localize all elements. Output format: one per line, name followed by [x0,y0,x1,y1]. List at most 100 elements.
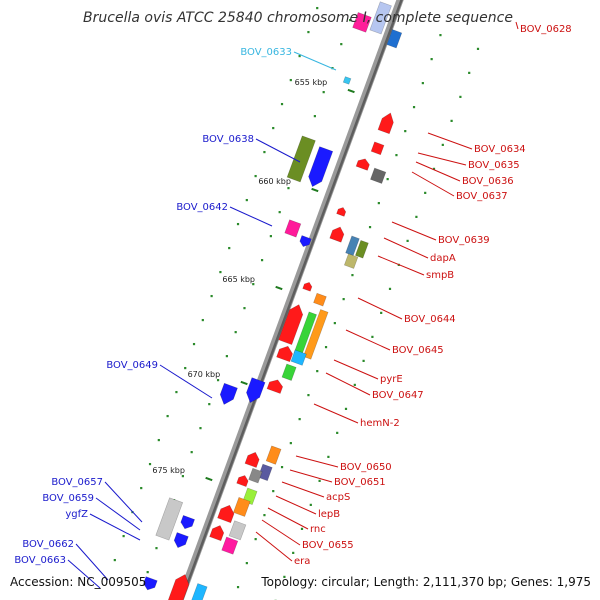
track-dot [201,318,204,322]
track-dot [415,215,418,218]
track-dot [280,102,284,106]
gene-label-right: BOV_0655 [302,540,354,551]
gene-label-right: BOV_0636 [462,176,514,187]
track-dot [307,394,310,397]
gene-feature [266,379,284,394]
label-connector [267,507,309,530]
gene-feature [209,525,225,542]
track-dot [468,71,471,74]
gene-label-right: lepB [318,509,340,520]
gene-feature [233,496,251,517]
tick-mark [275,285,283,291]
track-dot [287,187,290,190]
track-dot [254,174,257,178]
track-dot [243,307,246,310]
track-dot [322,91,325,94]
track-dot [236,222,240,226]
gene-label-right: BOV_0637 [456,191,508,202]
backbone-shadow [180,0,403,600]
track-dot [272,490,275,493]
track-dot [309,503,312,506]
gene-feature [313,292,327,307]
track-dot [245,198,248,202]
gene-label-right: dapA [430,253,456,264]
label-connector [104,481,143,523]
track-dot [324,346,328,349]
track-dot [272,126,275,130]
track-dot [316,6,319,10]
label-connector [281,481,325,498]
gene-feature [370,141,385,156]
gene-feature [219,382,238,405]
gene-label-left: BOV_0657 [51,477,103,488]
track-dot [236,586,240,589]
accession-text: Accession: NC_009505 [10,575,146,589]
label-connector [89,513,141,541]
track-dot [450,119,453,122]
label-connector [325,372,371,396]
gene-feature [281,363,297,381]
label-connector [377,255,425,276]
gene-feature [236,475,249,487]
gene-label-right: acpS [326,492,350,503]
gene-feature [342,76,352,85]
label-connector [159,364,213,399]
gene-feature [248,467,263,484]
tick-label: 660 kbp [258,177,291,186]
track-dot [199,427,202,430]
track-dot [344,407,348,410]
track-dot [430,58,433,61]
track-dot [476,47,480,50]
track-dot [122,534,125,538]
track-dot [228,246,231,250]
gene-feature [352,12,372,33]
gene-label-right: hemN-2 [360,418,400,429]
track-dot [424,191,427,194]
gene-feature [284,219,302,238]
gene-label-left: BOV_0642 [176,202,228,213]
track-dot [351,274,354,277]
label-connector [357,297,403,320]
tick-mark [240,380,248,386]
track-dot [216,379,220,382]
track-dot [336,431,339,434]
gene-label-right: BOV_0650 [340,462,392,473]
gene-feature [293,311,317,357]
gene-feature [302,282,313,292]
gene-feature [189,583,208,600]
gene-feature [278,304,304,346]
track-dot [225,355,228,358]
label-connector [289,469,333,483]
gene-label-right: BOV_0647 [372,390,424,401]
track-dot [113,558,116,562]
track-dot [263,150,266,154]
gene-label-left: BOV_0638 [202,134,254,145]
label-connector [383,237,429,259]
track-dot [263,514,266,517]
label-connector [255,531,293,562]
track-dot [340,43,343,46]
label-connector [345,329,391,351]
track-dot [278,211,281,214]
gene-label-right: BOV_0628 [520,24,572,35]
gene-feature [155,497,184,541]
gene-label-left: ygfZ [65,509,88,520]
gene-label-right: BOV_0639 [438,235,490,246]
gene-feature [143,576,158,591]
tick-mark [205,476,213,482]
gene-feature [299,235,312,247]
track-dot [371,335,374,338]
gene-feature [345,235,360,256]
track-dot [289,78,292,82]
gene-label-left: BOV_0649 [106,360,158,371]
map-title: Brucella ovis ATCC 25840 chromosome I, c… [83,10,513,26]
gene-feature [308,146,334,188]
track-dot [146,571,149,574]
label-connector [95,497,141,531]
track-dot [300,527,304,530]
label-connector [411,171,455,197]
track-dot [441,143,444,146]
label-connector [75,543,109,581]
tick-label: 665 kbp [222,275,255,284]
gene-label-right: BOV_0635 [468,160,520,171]
